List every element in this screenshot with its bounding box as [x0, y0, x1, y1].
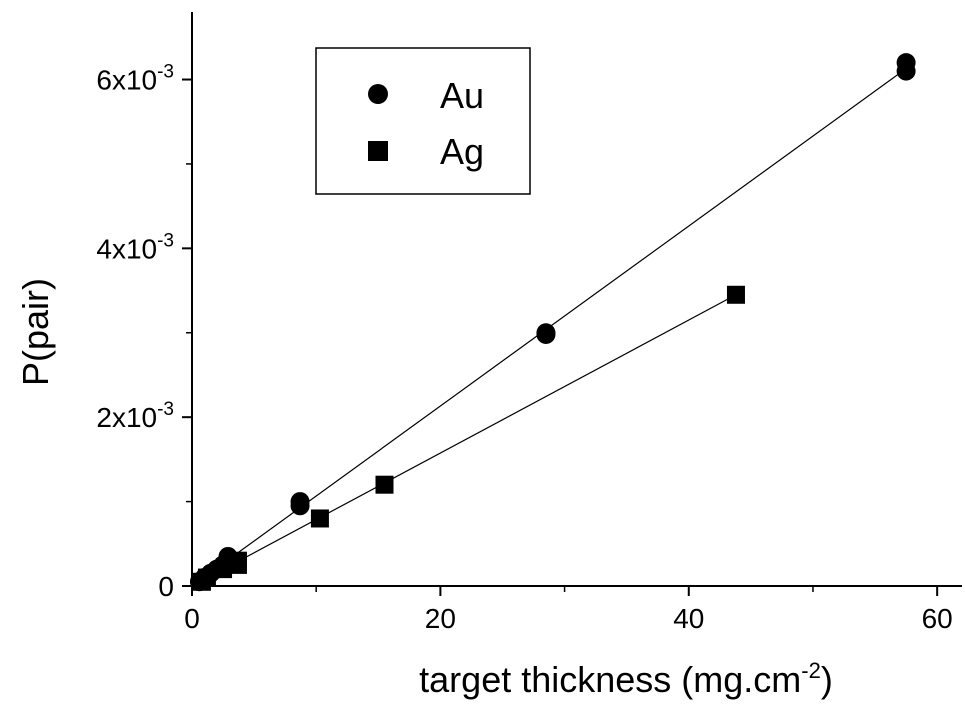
x-axis-title-base: target thickness (mg.cm: [419, 659, 801, 700]
x-tick-label: 60: [922, 603, 953, 634]
legend-ag-label: Ag: [440, 131, 484, 172]
data-point-au: [536, 324, 556, 344]
data-point-ag: [375, 475, 394, 494]
data-point-au: [290, 496, 310, 516]
y-tick-label: 6x10-3: [96, 62, 174, 96]
plot-frame: [191, 12, 962, 587]
x-axis-title-tail: ): [821, 659, 833, 700]
legend: Au Ag: [315, 47, 531, 195]
legend-box: [315, 47, 531, 195]
x-tick-label: 0: [184, 603, 200, 634]
legend-au-label: Au: [440, 75, 484, 116]
legend-ag-marker: [368, 141, 388, 161]
y-tick-label: 4x10-3: [96, 230, 174, 264]
data-point-au: [896, 61, 916, 81]
data-point-ag: [726, 285, 745, 304]
x-axis-title: target thickness (mg.cm-2): [419, 658, 833, 700]
data-point-ag: [214, 560, 233, 579]
data-point-ag: [310, 509, 329, 528]
fit-line-ag: [191, 294, 737, 587]
data-markers: [189, 53, 916, 592]
data-point-ag: [228, 555, 247, 574]
y-axis-ticks: 0 2x10-3 4x10-3 6x10-3: [96, 62, 192, 602]
legend-au-marker: [368, 84, 388, 104]
y-tick-label: 0: [158, 571, 174, 602]
y-tick-label: 2x10-3: [96, 399, 174, 433]
x-tick-label: 40: [673, 603, 704, 634]
y-axis-title: P(pair): [15, 278, 56, 386]
x-axis-ticks: 0 20 40 60: [184, 586, 953, 634]
data-point-ag: [197, 568, 216, 587]
x-axis-title-sup: -2: [801, 658, 821, 683]
x-tick-label: 20: [425, 603, 456, 634]
